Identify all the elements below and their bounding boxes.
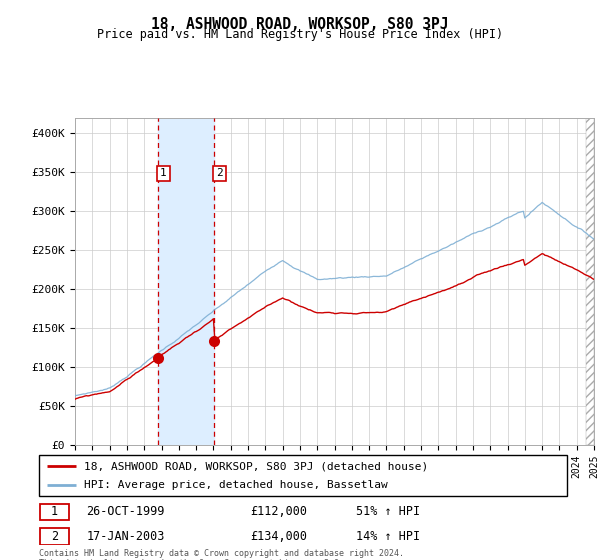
- Text: 17-JAN-2003: 17-JAN-2003: [86, 530, 165, 543]
- Text: HPI: Average price, detached house, Bassetlaw: HPI: Average price, detached house, Bass…: [84, 480, 388, 489]
- Text: £112,000: £112,000: [250, 505, 307, 519]
- Text: 51% ↑ HPI: 51% ↑ HPI: [356, 505, 420, 519]
- Text: 18, ASHWOOD ROAD, WORKSOP, S80 3PJ: 18, ASHWOOD ROAD, WORKSOP, S80 3PJ: [151, 17, 449, 32]
- Text: 1: 1: [51, 505, 58, 519]
- Text: 18, ASHWOOD ROAD, WORKSOP, S80 3PJ (detached house): 18, ASHWOOD ROAD, WORKSOP, S80 3PJ (deta…: [84, 461, 428, 471]
- Bar: [158, 118, 214, 445]
- Bar: [586, 118, 594, 445]
- Text: 1: 1: [160, 169, 167, 178]
- Text: 14% ↑ HPI: 14% ↑ HPI: [356, 530, 420, 543]
- Text: 2: 2: [51, 530, 58, 543]
- Text: Contains HM Land Registry data © Crown copyright and database right 2024.
This d: Contains HM Land Registry data © Crown c…: [39, 549, 404, 560]
- FancyBboxPatch shape: [40, 528, 69, 545]
- Text: Price paid vs. HM Land Registry's House Price Index (HPI): Price paid vs. HM Land Registry's House …: [97, 28, 503, 41]
- FancyBboxPatch shape: [39, 455, 567, 496]
- FancyBboxPatch shape: [40, 503, 69, 520]
- Text: £134,000: £134,000: [250, 530, 307, 543]
- Text: 26-OCT-1999: 26-OCT-1999: [86, 505, 165, 519]
- Text: 2: 2: [216, 169, 223, 178]
